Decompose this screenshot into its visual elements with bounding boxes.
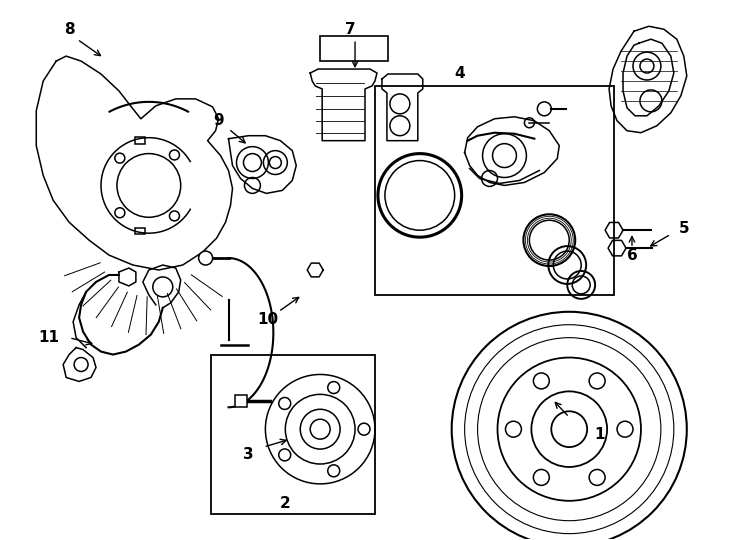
Bar: [236, 395, 247, 407]
Bar: [375, 86, 614, 295]
Bar: [135, 137, 145, 144]
Bar: [135, 227, 145, 234]
Text: 6: 6: [627, 247, 637, 262]
Text: 3: 3: [243, 447, 254, 462]
Text: 7: 7: [345, 22, 355, 37]
Text: 10: 10: [258, 312, 279, 327]
Text: 4: 4: [454, 65, 465, 80]
Text: 8: 8: [64, 22, 74, 37]
Circle shape: [199, 251, 213, 265]
Text: 1: 1: [594, 427, 604, 442]
Text: 2: 2: [280, 496, 291, 511]
Text: 11: 11: [39, 330, 59, 345]
Bar: [211, 355, 375, 514]
Text: 5: 5: [678, 221, 689, 236]
Text: 9: 9: [214, 113, 224, 129]
Bar: [320, 36, 388, 61]
